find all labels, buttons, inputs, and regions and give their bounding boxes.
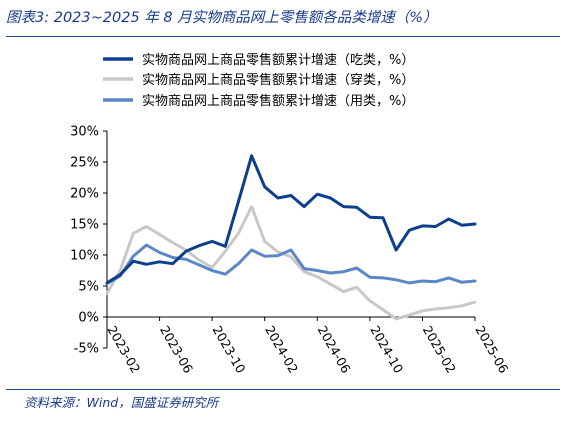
legend: 实物商品网上商品零售额累计增速（吃类，%） 实物商品网上商品零售额累计增速（穿类… xyxy=(103,52,414,109)
legend-label-clothing: 实物商品网上商品零售额累计增速（穿类，%） xyxy=(142,72,414,88)
x-tick-label: 2023-02 xyxy=(104,323,143,376)
y-tick-label: 25% xyxy=(70,156,99,171)
y-tick-label: 10% xyxy=(70,249,99,264)
y-tick-label: 0% xyxy=(78,311,99,326)
x-tick-label: 2023-10 xyxy=(210,323,249,376)
x-tick-label: 2024-10 xyxy=(367,323,406,376)
x-tick-label: 2025-06 xyxy=(472,323,511,376)
y-tick-label: 5% xyxy=(78,280,99,295)
y-tick-label: 20% xyxy=(70,187,99,202)
series-line-food xyxy=(105,154,477,285)
title-rule xyxy=(6,36,560,37)
source-rule xyxy=(6,389,560,390)
x-tick-label: 2024-06 xyxy=(315,323,354,376)
y-tick-label: 15% xyxy=(70,218,99,233)
x-tick-label: 2024-02 xyxy=(262,323,301,376)
legend-label-goods: 实物商品网上商品零售额累计增速（用类，%） xyxy=(142,93,414,109)
figure-title: 图表3: 2023~2025 年 8 月实物商品网上零售额各品类增速（%） xyxy=(6,10,438,26)
x-tick-label: 2025-02 xyxy=(420,323,459,376)
y-tick-label: -5% xyxy=(74,342,99,357)
series-group xyxy=(105,154,477,321)
source-note: 资料来源：Wind，国盛证券研究所 xyxy=(24,395,219,410)
y-tick-label: 30% xyxy=(70,125,99,140)
x-tick-label: 2023-06 xyxy=(157,323,196,376)
series-line-goods xyxy=(105,243,477,285)
legend-label-food: 实物商品网上商品零售额累计增速（吃类，%） xyxy=(142,52,414,68)
series-line-clothing xyxy=(105,205,477,321)
